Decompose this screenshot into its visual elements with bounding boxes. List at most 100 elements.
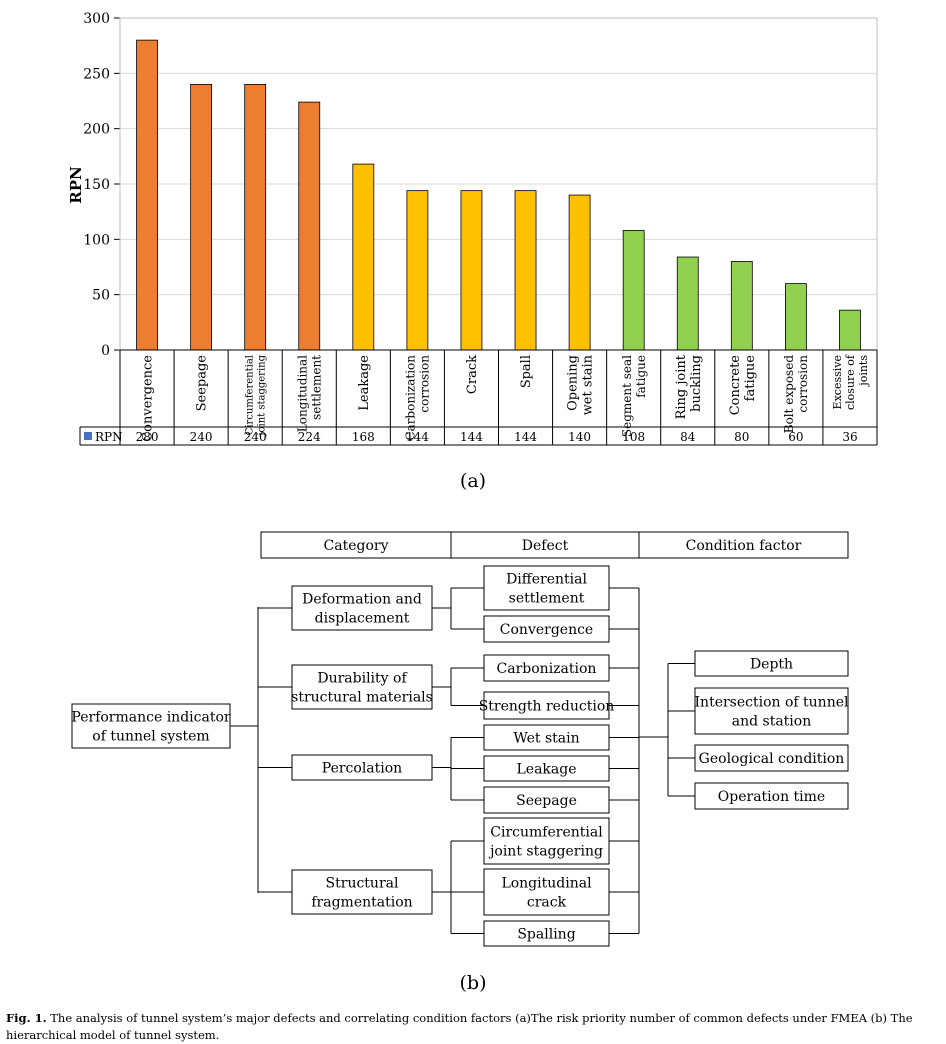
bar bbox=[460, 190, 483, 351]
x-tick-label: Carbonization corrosion bbox=[404, 355, 432, 441]
table-value: 144 bbox=[514, 430, 537, 444]
x-tick-line: Segment seal bbox=[620, 355, 634, 437]
y-tick-label: 0 bbox=[101, 343, 110, 359]
x-tick-line: Leakage bbox=[357, 355, 372, 411]
defect-box-text: Strength reduction bbox=[479, 698, 615, 714]
x-tick-label: Ring joint buckling bbox=[674, 354, 704, 419]
x-tick-label: Convergence bbox=[141, 355, 156, 442]
x-tick-label: Excessive closure of joints bbox=[831, 354, 870, 410]
rpn-bar-chart: 0 50 100 150 200 250 300 RPN RPN 280 240 240 224 16… bbox=[67, 11, 878, 446]
x-tick-line: Ring joint bbox=[674, 354, 689, 419]
table-value: 224 bbox=[298, 430, 321, 444]
figure-caption: Fig. 1. The analysis of tunnel system’s … bbox=[6, 1010, 942, 1044]
legend-swatch bbox=[84, 432, 92, 440]
defect-box-text: settlement bbox=[509, 590, 585, 606]
header-defect-text: Defect bbox=[522, 538, 569, 554]
bar bbox=[244, 84, 267, 351]
defect-box-text: joint staggering bbox=[488, 843, 603, 859]
category-box-text: Structural bbox=[326, 875, 399, 891]
bar bbox=[676, 256, 699, 351]
table-value: 240 bbox=[190, 430, 213, 444]
x-tick-line: Seepage bbox=[195, 355, 210, 412]
defect-box-text: Spalling bbox=[517, 926, 575, 942]
x-tick-label: Segment seal fatigue bbox=[620, 355, 648, 437]
x-tick-line: corrosion bbox=[418, 355, 432, 413]
header-condition-factor: Condition factor bbox=[638, 531, 849, 559]
table-value: 108 bbox=[622, 430, 645, 444]
defect-box: Wet stain bbox=[483, 724, 610, 751]
defect-box-text: Differential bbox=[506, 571, 587, 587]
x-tick-line: Longitudinal bbox=[295, 355, 309, 432]
defect-box-text: Circumferential bbox=[490, 824, 603, 840]
bar bbox=[839, 309, 861, 351]
category-box: Structural fragmentation bbox=[291, 869, 433, 915]
defect-box-text: Seepage bbox=[516, 793, 577, 809]
condition-box: Geological condition bbox=[694, 744, 849, 772]
defect-box: Seepage bbox=[483, 786, 610, 814]
bar bbox=[622, 230, 645, 351]
defect-box: Carbonization bbox=[483, 654, 610, 682]
defect-box: Circumferential joint staggering bbox=[483, 817, 610, 865]
condition-box-text: Depth bbox=[750, 656, 793, 672]
x-tick-line: Spall bbox=[519, 355, 534, 388]
y-tick-label: 200 bbox=[83, 122, 110, 138]
subfigure-label-b: (b) bbox=[459, 972, 487, 994]
x-tick-label: Longitudinal settlement bbox=[295, 355, 323, 432]
header-category: Category bbox=[260, 531, 452, 559]
x-tick-line: wet stain bbox=[581, 354, 596, 415]
defect-box-text: Carbonization bbox=[497, 661, 597, 677]
category-box-text: Deformation and bbox=[302, 591, 422, 607]
header-category-text: Category bbox=[324, 538, 389, 554]
x-tick-label: Opening wet stain bbox=[566, 354, 596, 415]
defect-box: Convergence bbox=[483, 615, 610, 643]
y-tick-label: 100 bbox=[83, 232, 110, 248]
x-tick-line: Excessive bbox=[831, 355, 844, 409]
data-table: RPN 280 240 240 224 168 144 144 144 140 108 84 80 60 3… bbox=[79, 349, 878, 446]
bar bbox=[568, 194, 591, 351]
x-tick-line: Opening bbox=[566, 355, 581, 411]
hierarchy-diagram: Category Defect Condition factor Performanc… bbox=[71, 531, 849, 947]
table-value: 280 bbox=[136, 430, 159, 444]
condition-box-text: and station bbox=[732, 713, 811, 729]
gridlines bbox=[120, 17, 877, 296]
defect-box-text: Wet stain bbox=[513, 730, 579, 746]
condition-box: Operation time bbox=[694, 782, 849, 810]
x-tick-line: Bolt exposed bbox=[782, 355, 796, 434]
defect-box: Leakage bbox=[483, 755, 610, 782]
condition-box-text: Intersection of tunnel bbox=[695, 694, 849, 710]
defect-box-text: crack bbox=[527, 894, 567, 910]
root-box-text: of tunnel system bbox=[92, 728, 209, 744]
x-tick-line: joint staggering bbox=[257, 354, 268, 436]
header-defect: Defect bbox=[450, 531, 640, 559]
header-condition-factor-text: Condition factor bbox=[686, 538, 802, 554]
x-tick-line: fatigue bbox=[634, 355, 648, 398]
category-box: Deformation and displacement bbox=[291, 585, 433, 631]
defect-box: Strength reduction bbox=[479, 691, 615, 720]
defect-box: Spalling bbox=[483, 920, 610, 947]
x-tick-line: closure of bbox=[844, 354, 857, 410]
defect-box-text: Convergence bbox=[500, 622, 593, 638]
x-tick-line: settlement bbox=[309, 355, 323, 420]
category-box-text: fragmentation bbox=[311, 894, 412, 910]
bar bbox=[514, 190, 537, 351]
bar bbox=[730, 261, 753, 351]
legend-label: RPN bbox=[95, 430, 123, 444]
category-box: Durability of structural materials bbox=[291, 664, 433, 710]
bars bbox=[136, 39, 861, 351]
x-tick-label: Spall bbox=[519, 355, 534, 388]
subfigure-label-a: (a) bbox=[459, 470, 487, 492]
y-tick-labels: 0 50 100 150 200 250 300 bbox=[83, 11, 110, 359]
x-tick-label: Circumferential joint staggering bbox=[245, 354, 268, 436]
bar bbox=[352, 163, 375, 351]
category-box-text: displacement bbox=[315, 610, 410, 626]
condition-box-text: Operation time bbox=[718, 789, 825, 805]
x-tick-label: Bolt exposed corrosion bbox=[782, 355, 810, 434]
condition-box: Depth bbox=[694, 650, 849, 677]
x-tick-line: Crack bbox=[465, 355, 480, 394]
table-value: 60 bbox=[788, 430, 803, 444]
x-tick-line: Convergence bbox=[141, 355, 156, 442]
defect-box-text: Leakage bbox=[516, 761, 576, 777]
bar bbox=[298, 101, 321, 351]
y-tick-label: 250 bbox=[83, 66, 110, 82]
bar bbox=[136, 39, 158, 351]
